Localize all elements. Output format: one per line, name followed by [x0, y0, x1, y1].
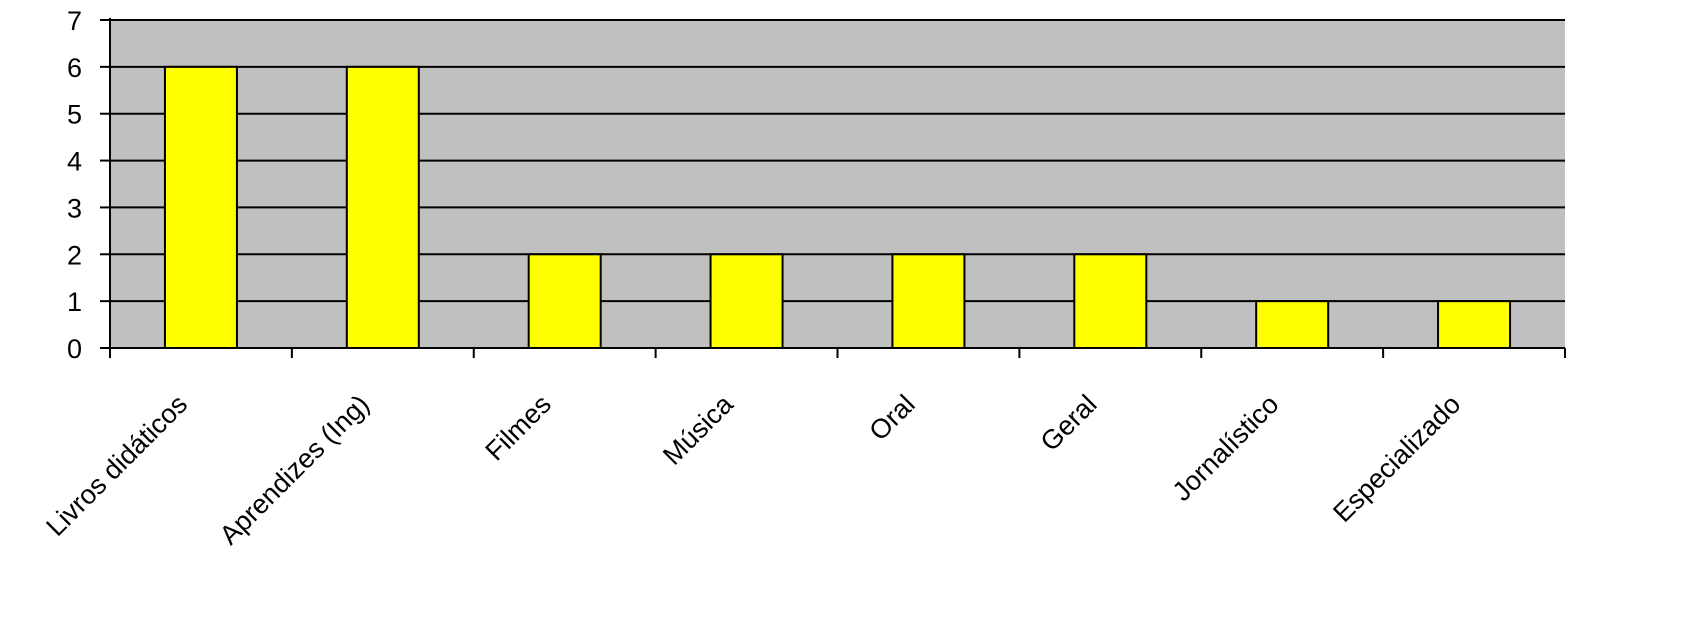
bar [163, 65, 238, 349]
bar [1255, 300, 1330, 349]
x-category-labels: Livros didáticos Aprendizes (Ing) Filmes Mú… [40, 388, 1466, 550]
x-category-label: Aprendizes (Ing) [214, 389, 375, 550]
bar [527, 253, 602, 350]
x-category-label: Música [657, 388, 739, 470]
y-tick-label: 1 [67, 287, 82, 317]
y-tick-label: 4 [67, 147, 82, 177]
plot-area [110, 20, 1565, 348]
bar [891, 253, 966, 350]
y-tick-labels: 0 1 2 3 4 5 6 7 [67, 6, 82, 364]
bar [1073, 253, 1148, 350]
x-category-label: Livros didáticos [40, 389, 193, 542]
axes [100, 18, 1566, 358]
bar [709, 253, 784, 350]
bars [163, 65, 1512, 350]
y-tick-label: 2 [67, 240, 82, 270]
y-tick-label: 5 [67, 100, 82, 130]
y-tick-label: 6 [67, 53, 82, 83]
x-category-label: Filmes [480, 389, 557, 466]
x-category-label: Jornalístico [1167, 389, 1285, 507]
y-tick-label: 3 [67, 193, 82, 223]
bar [345, 65, 420, 349]
y-tick-label: 7 [67, 6, 82, 36]
x-category-label: Geral [1035, 389, 1103, 457]
bar [1437, 300, 1512, 349]
y-tick-label: 0 [67, 334, 82, 364]
x-category-label: Oral [863, 389, 920, 446]
x-category-label: Especializado [1327, 389, 1466, 528]
